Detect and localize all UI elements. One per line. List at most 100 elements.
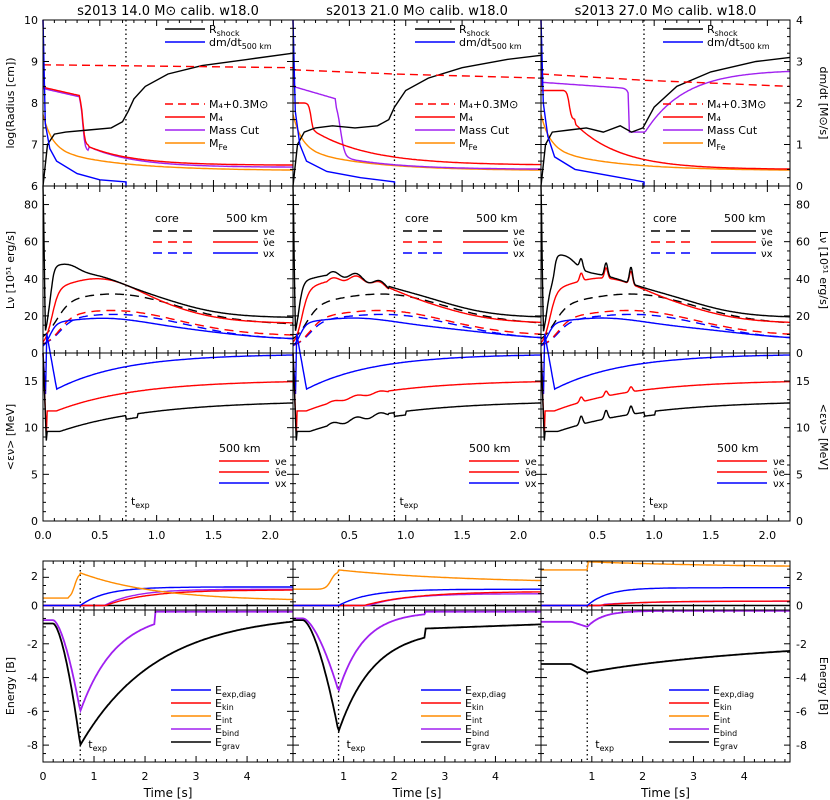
series-500km-nue	[540, 185, 790, 332]
legend-label: Eint	[713, 710, 730, 725]
series-m4-0-3msun	[42, 64, 294, 69]
y-tick-label: 1	[796, 139, 803, 152]
y-tick-label: 5	[31, 468, 38, 481]
y-tick-label: 0	[796, 180, 803, 193]
texp-label: texp	[347, 738, 366, 753]
y-tick-label: -4	[27, 672, 38, 685]
legend-label: νe	[773, 457, 785, 468]
series-dm-dt-500km	[292, 19, 396, 186]
column-title: s2013 27.0 M⊙ calib. w18.0	[575, 4, 757, 19]
legend-label: νx	[275, 479, 287, 490]
series-mean-energy-nue	[42, 352, 293, 441]
texp-label: texp	[595, 738, 614, 753]
series-500km-anue	[540, 267, 790, 344]
x-axis-label: Time [s]	[640, 786, 690, 800]
x-axis-label: Time [s]	[392, 786, 442, 800]
series-mean-energy-nux	[292, 333, 542, 395]
y-tick-label: 2	[796, 570, 803, 583]
series-core-anue	[540, 309, 791, 347]
y-axis-label: log(Radius [cm])	[4, 57, 17, 148]
legend-label: Ebind	[465, 723, 489, 738]
y-tick-label: 3	[796, 56, 803, 69]
series-dm-dt-500km	[540, 19, 645, 186]
series-ebind	[43, 610, 293, 714]
x-tick-label: 0.5	[589, 529, 607, 542]
panel-frame	[292, 609, 542, 763]
texp-label: texp	[88, 738, 107, 753]
x-tick-label: 2	[391, 770, 398, 783]
x-tick-label: 1.5	[702, 529, 720, 542]
legend-label: ν̄e	[761, 238, 773, 249]
legend-label: MFe	[459, 137, 478, 152]
legend-label: Rshock	[707, 23, 738, 38]
legend-label: ν̄e	[773, 468, 785, 479]
panel-frame	[292, 560, 542, 611]
series-rshock	[292, 54, 542, 187]
x-tick-label: 2.0	[759, 529, 777, 542]
x-tick-label: 0.5	[91, 529, 109, 542]
x-tick-label: 2	[142, 770, 149, 783]
y-axis-label: dm/dt [M⊙/s]	[817, 67, 830, 140]
series-egrav	[43, 620, 294, 748]
legend-header: 500 km	[476, 212, 518, 225]
y-tick-label: 10	[24, 14, 38, 27]
y-tick-label: -8	[27, 739, 38, 752]
legend-label: dm/dt500 km	[707, 36, 770, 51]
x-tick-label: 1.5	[205, 529, 223, 542]
series-eexp-diag	[43, 586, 293, 607]
x-tick-label: 3	[441, 770, 448, 783]
x-tick-label: 4	[492, 770, 499, 783]
y-tick-label: 20	[24, 310, 38, 323]
y-tick-label: 0	[31, 600, 38, 613]
legend-label: Mass Cut	[459, 124, 510, 137]
legend-label: νx	[773, 479, 785, 490]
x-tick-label: 3	[193, 770, 200, 783]
x-tick-label: 1.0	[645, 529, 663, 542]
legend-label: Rshock	[459, 23, 490, 38]
legend-label: Mass Cut	[707, 124, 758, 137]
series-mfe	[42, 114, 294, 171]
series-ebind	[541, 609, 790, 628]
series-core-anue	[42, 309, 294, 345]
y-tick-label: 9	[31, 56, 38, 69]
series-eexp-diag	[293, 588, 541, 607]
legend-label: Ekin	[713, 697, 732, 712]
y-tick-label: 0	[31, 515, 38, 528]
y-axis-label: Energy [B]	[817, 657, 830, 715]
y-tick-label: -2	[27, 638, 38, 651]
series-mean-energy-nue	[540, 352, 790, 441]
column-title: s2013 21.0 M⊙ calib. w18.0	[326, 4, 508, 19]
series-mean-energy-anue	[42, 352, 294, 436]
y-tick-label: 10	[24, 422, 38, 435]
y-axis-label: <εν> [MeV]	[817, 404, 830, 470]
legend-label: νe	[263, 227, 275, 238]
legend-label: Ekin	[215, 697, 234, 712]
legend-label: Eint	[215, 710, 232, 725]
series-m4	[42, 86, 293, 166]
x-tick-label: 4	[244, 770, 251, 783]
texp-label: texp	[131, 495, 150, 510]
legend-label: νx	[513, 249, 525, 260]
legend-label: MFe	[209, 137, 228, 152]
x-tick-label: 1	[91, 770, 98, 783]
y-tick-label: 4	[796, 14, 803, 27]
y-tick-label: 15	[24, 375, 38, 388]
legend-label: νe	[275, 457, 287, 468]
legend-label: Ekin	[465, 697, 484, 712]
legend-label: νe	[761, 227, 773, 238]
series-eint	[43, 572, 293, 601]
x-tick-label: 2.0	[510, 529, 528, 542]
y-tick-label: 8	[31, 97, 38, 110]
legend-header: 500 km	[724, 212, 766, 225]
legend-label: νe	[513, 227, 525, 238]
series-ebind	[293, 610, 541, 693]
series-mean-energy-nux	[42, 333, 294, 395]
legend-header: core	[155, 212, 179, 225]
y-tick-label: -4	[796, 672, 807, 685]
series-core-nux	[42, 313, 294, 345]
legend-header: core	[405, 212, 429, 225]
legend-label: ν̄e	[263, 238, 275, 249]
y-tick-label: 15	[796, 375, 810, 388]
y-tick-label: -6	[796, 705, 807, 718]
y-tick-label: -2	[796, 638, 807, 651]
